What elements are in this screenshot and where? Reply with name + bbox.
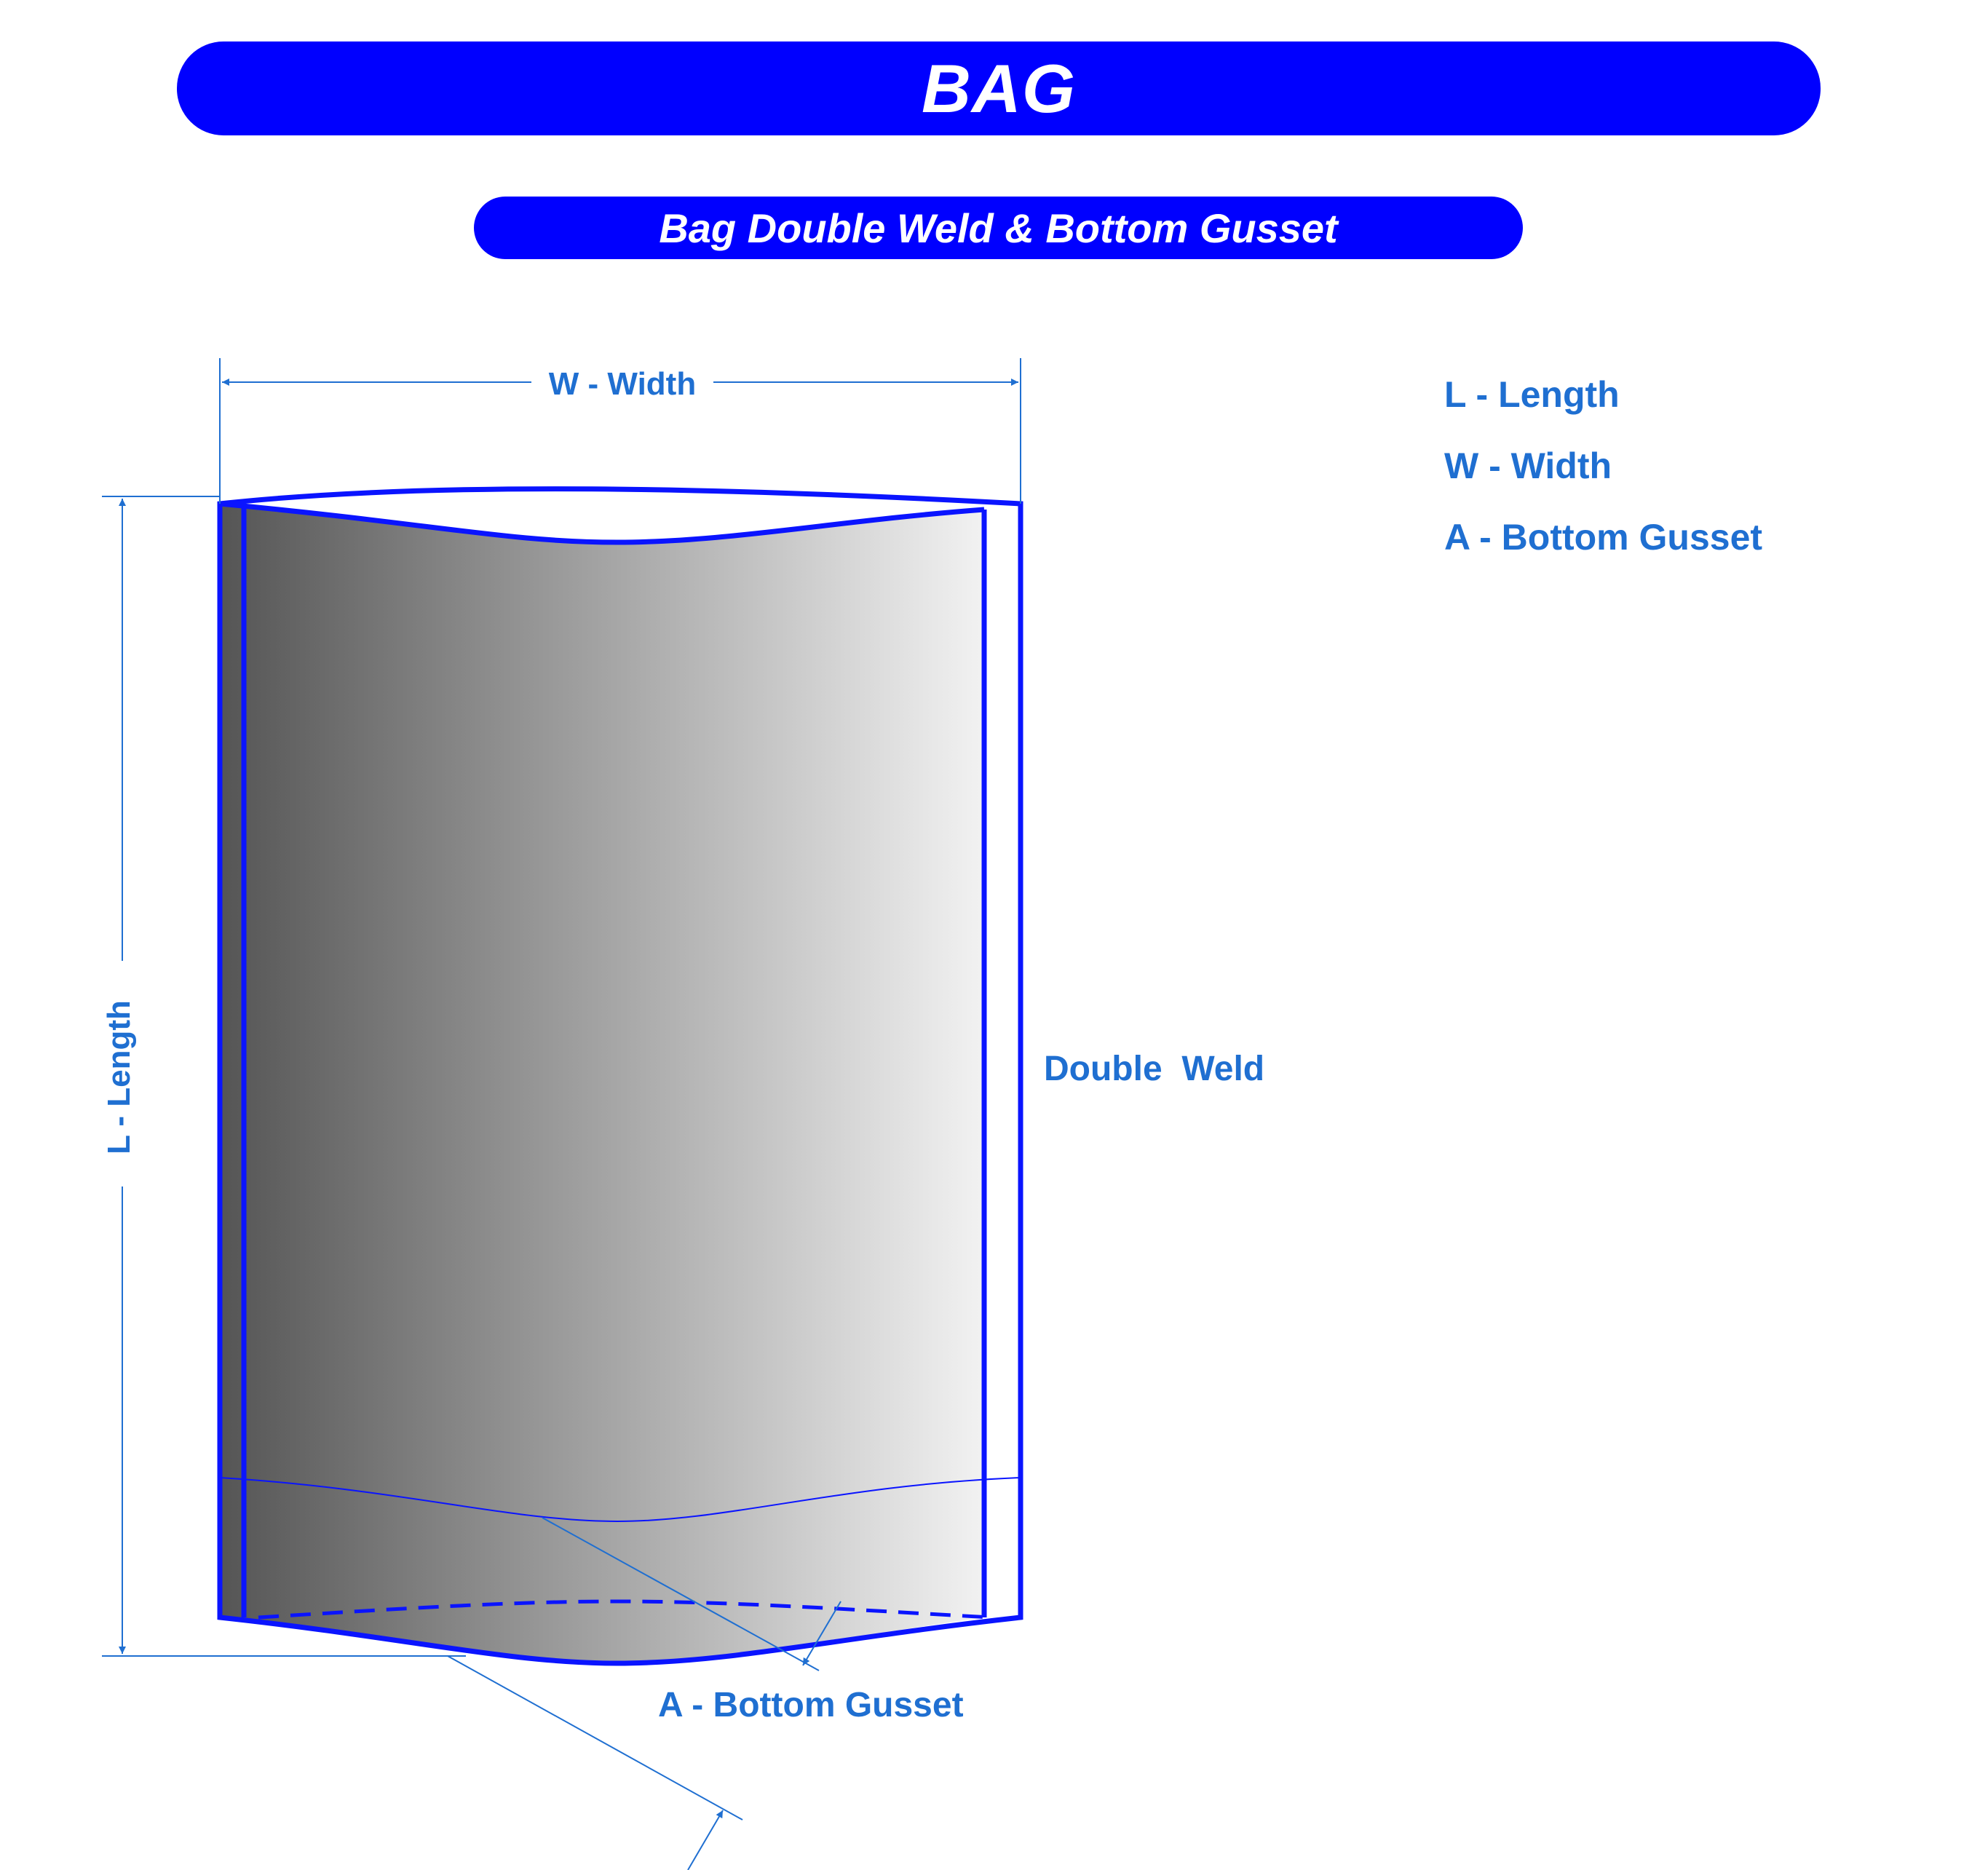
gusset-dashed-line bbox=[258, 1599, 991, 1620]
width-label: W - Width bbox=[549, 366, 696, 402]
bag-top-opening bbox=[220, 488, 1021, 542]
bag-front-panel bbox=[220, 488, 984, 1663]
legend: L - Length W - Width A - Bottom Gusset bbox=[1444, 371, 1762, 585]
gusset-arrow-top bbox=[802, 1601, 841, 1666]
subtitle-banner: Bag Double Weld & Bottom Gusset bbox=[474, 197, 1523, 259]
gusset-label: A - Bottom Gusset bbox=[658, 1686, 964, 1724]
gusset-arrow-bottom bbox=[687, 1810, 724, 1870]
length-dimension: L - Length bbox=[101, 496, 466, 1657]
page-title: BAG bbox=[922, 49, 1076, 127]
length-label: L - Length bbox=[101, 1000, 137, 1154]
bag-body bbox=[217, 486, 1023, 1666]
bag-right-strip bbox=[984, 504, 1021, 1617]
legend-item-length: L - Length bbox=[1444, 374, 1620, 415]
legend-item-gusset: A - Bottom Gusset bbox=[1444, 517, 1763, 558]
gusset-fold-line bbox=[219, 1477, 1021, 1523]
top-inner-curve bbox=[219, 501, 985, 545]
width-dimension: W - Width bbox=[219, 358, 1021, 504]
double-weld-label: Double Weld bbox=[1044, 1050, 1264, 1088]
page-subtitle: Bag Double Weld & Bottom Gusset bbox=[659, 205, 1338, 251]
title-banner: BAG bbox=[177, 41, 1821, 135]
legend-item-width: W - Width bbox=[1444, 445, 1612, 486]
gusset-dimension: A - Bottom Gusset bbox=[447, 1517, 964, 1870]
bag-outline bbox=[217, 486, 1023, 1666]
